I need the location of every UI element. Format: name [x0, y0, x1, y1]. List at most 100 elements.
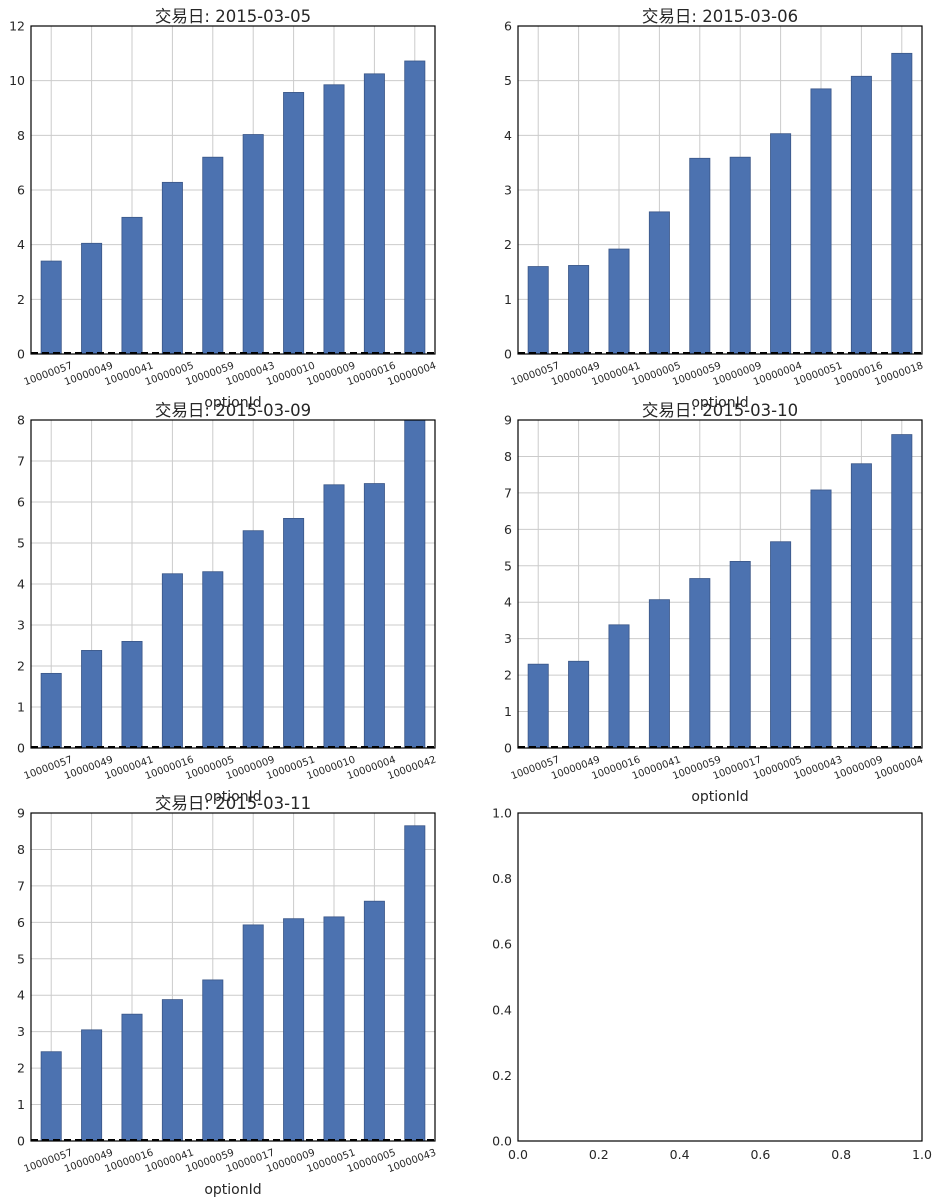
x-tick-label: 0.4 — [670, 1147, 690, 1162]
x-axis-label: optionId — [691, 789, 748, 805]
bar-10000057 — [40, 260, 62, 355]
y-tick-label: 9 — [504, 413, 512, 428]
bar-10000041 — [648, 599, 670, 749]
bar-10000016 — [850, 75, 872, 355]
bar-10000057 — [40, 1051, 62, 1142]
bar-10000009 — [283, 918, 305, 1142]
bar-10000005 — [363, 900, 385, 1142]
y-tick-label: 2 — [504, 668, 512, 683]
y-tick-label: 0.4 — [492, 1002, 512, 1017]
bar-10000049 — [81, 650, 103, 749]
bar-10000051 — [810, 88, 832, 355]
y-tick-label: 8 — [504, 449, 512, 464]
bar-10000059 — [202, 156, 224, 355]
y-tick-label: 4 — [17, 237, 25, 252]
y-tick-label: 3 — [17, 1024, 25, 1039]
bar-10000018 — [891, 52, 913, 355]
y-tick-label: 1 — [17, 1097, 25, 1112]
x-axis-label: optionId — [204, 1182, 261, 1198]
x-tick-label: 0.6 — [750, 1147, 770, 1162]
chart-2: 0123456100000571000004910000041100000051… — [504, 7, 925, 411]
y-tick-label: 2 — [504, 237, 512, 252]
y-tick-label: 0 — [17, 741, 25, 756]
y-tick-label: 8 — [17, 413, 25, 428]
x-axis-label: optionId — [204, 395, 261, 411]
y-tick-label: 9 — [17, 806, 25, 821]
y-tick-label: 7 — [17, 878, 25, 893]
bar-10000049 — [568, 265, 590, 355]
x-tick-label: 0.8 — [831, 1147, 851, 1162]
x-tick-label: 0.0 — [508, 1147, 528, 1162]
bar-10000041 — [608, 248, 630, 355]
bar-10000009 — [323, 84, 345, 355]
y-tick-label: 1 — [504, 704, 512, 719]
x-axis-label: optionId — [691, 395, 748, 411]
bar-10000059 — [689, 578, 711, 749]
chart-title: 交易日: 2015-03-11 — [155, 794, 311, 813]
bar-10000051 — [323, 916, 345, 1142]
y-tick-label: 6 — [17, 915, 25, 930]
bar-10000009 — [850, 463, 872, 749]
bar-10000059 — [202, 979, 224, 1142]
y-tick-label: 8 — [17, 842, 25, 857]
empty-axes-frame — [517, 812, 923, 1142]
bar-10000016 — [121, 1013, 143, 1142]
bar-10000049 — [568, 660, 590, 749]
chart-title: 交易日: 2015-03-09 — [155, 401, 311, 420]
y-tick-label: 10 — [9, 73, 25, 88]
bar-10000005 — [161, 181, 183, 355]
y-tick-label: 5 — [504, 73, 512, 88]
chart-title: 交易日: 2015-03-10 — [642, 401, 798, 420]
chart-title: 交易日: 2015-03-05 — [155, 7, 311, 26]
bar-10000051 — [283, 518, 305, 749]
y-tick-label: 1.0 — [492, 806, 512, 821]
bar-10000004 — [770, 133, 792, 355]
y-tick-label: 0.8 — [492, 871, 512, 886]
x-tick-label: 0.2 — [589, 1147, 609, 1162]
y-tick-label: 1 — [504, 292, 512, 307]
axes-frame — [30, 419, 436, 749]
y-tick-label: 0 — [504, 347, 512, 362]
bar-10000004 — [404, 60, 426, 355]
bar-10000017 — [729, 561, 751, 749]
bar-10000043 — [810, 489, 832, 749]
bar-10000016 — [161, 573, 183, 749]
y-tick-label: 4 — [504, 128, 512, 143]
bar-10000057 — [527, 663, 549, 749]
bar-10000041 — [121, 216, 143, 355]
chart-title: 交易日: 2015-03-06 — [642, 7, 798, 26]
bar-10000010 — [283, 92, 305, 355]
x-axis-label: optionId — [204, 789, 261, 805]
bar-10000016 — [363, 73, 385, 355]
x-tick-label: 1.0 — [912, 1147, 932, 1162]
y-tick-label: 0 — [504, 741, 512, 756]
chart-4: 0123456789100000571000004910000016100000… — [504, 401, 925, 805]
axes-frame — [517, 25, 923, 355]
y-tick-label: 5 — [504, 558, 512, 573]
bar-10000009 — [729, 156, 751, 355]
y-tick-label: 1 — [17, 700, 25, 715]
y-tick-label: 5 — [17, 536, 25, 551]
chart-3: 0123456781000005710000049100000411000001… — [17, 401, 438, 805]
y-tick-label: 0 — [17, 1134, 25, 1149]
bar-10000016 — [608, 624, 630, 749]
bar-10000004 — [363, 483, 385, 749]
y-tick-label: 2 — [17, 292, 25, 307]
y-tick-label: 2 — [17, 1061, 25, 1076]
bar-10000057 — [527, 266, 549, 355]
y-tick-label: 4 — [17, 577, 25, 592]
chart-5: 0123456789100000571000004910000016100000… — [17, 794, 438, 1198]
bar-10000041 — [161, 999, 183, 1142]
bar-10000010 — [323, 484, 345, 749]
axes-frame — [30, 812, 436, 1142]
y-tick-label: 0.0 — [492, 1134, 512, 1149]
chart-6: 0.0 0.2 0.4 0.6 0.8 1.0 0.0 0.2 0.4 0.6 0.8 1.0 — [492, 806, 932, 1163]
bar-10000004 — [891, 434, 913, 749]
axes-frame — [30, 25, 436, 355]
bar-10000057 — [40, 672, 62, 749]
y-tick-label: 6 — [17, 495, 25, 510]
bar-10000049 — [81, 1029, 103, 1142]
y-tick-label: 12 — [9, 19, 25, 34]
y-tick-label: 2 — [17, 659, 25, 674]
